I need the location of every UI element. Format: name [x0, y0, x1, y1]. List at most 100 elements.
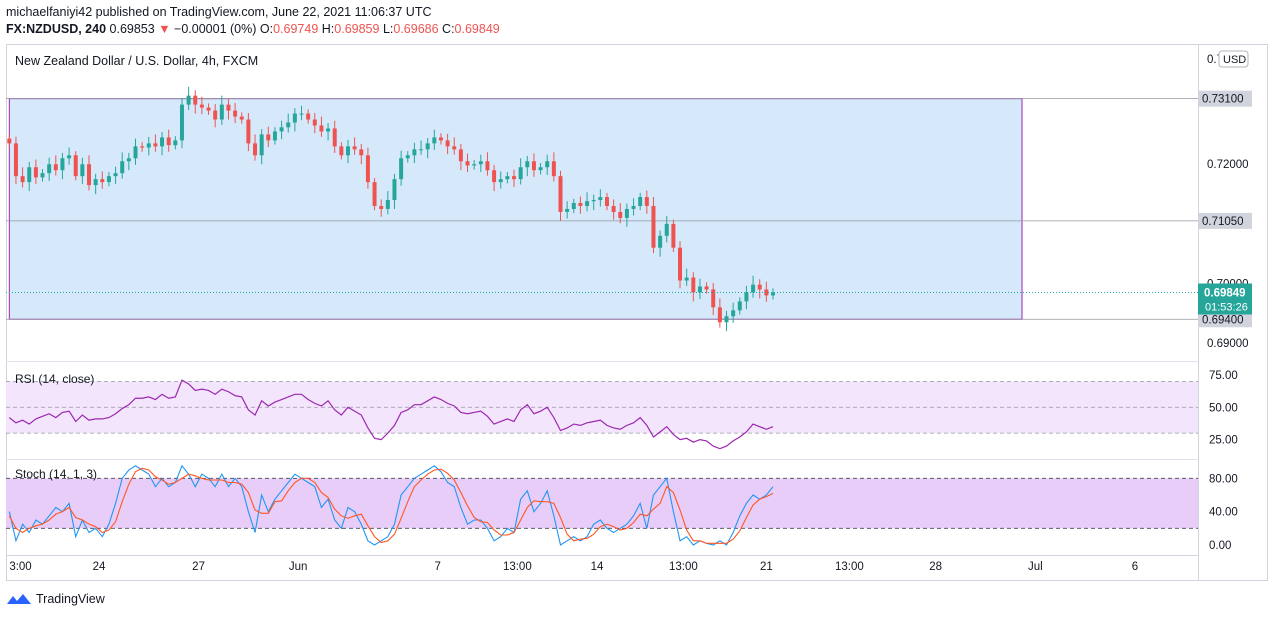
candle-body — [120, 161, 125, 174]
candle-body — [87, 164, 92, 186]
rsi-title: RSI (14, close) — [15, 372, 94, 386]
candle-body — [385, 200, 390, 209]
time-tick-label: 13:00 — [835, 561, 864, 573]
candle-body — [445, 140, 450, 147]
candle-body — [279, 127, 284, 132]
candle-body — [179, 104, 184, 141]
candle-body — [631, 205, 636, 209]
candle-body — [219, 104, 224, 120]
time-tick-label: Jul — [1028, 561, 1043, 573]
candle-body — [153, 143, 158, 147]
time-tick-label: 6 — [1132, 561, 1138, 573]
candle-body — [332, 128, 337, 147]
candle-body — [213, 110, 218, 120]
candle-body — [744, 292, 749, 302]
tradingview-brand[interactable]: TradingView — [6, 591, 105, 607]
candle-body — [246, 119, 251, 144]
candle-body — [272, 131, 277, 141]
time-axis[interactable]: 3:00 24 27 Jun 7 13:00 14 13:00 21 13:00 28 Jul 6 — [9, 561, 1138, 573]
candle-body — [113, 173, 118, 177]
candle-body — [73, 155, 78, 177]
candle-body — [146, 143, 151, 148]
candle-body — [711, 289, 716, 308]
candle-body — [326, 128, 331, 132]
currency-badge-bg — [1218, 50, 1249, 68]
candle-body — [53, 164, 58, 171]
candle-body — [40, 173, 45, 178]
stoch-band — [6, 478, 1198, 529]
stoch-d-line — [8, 467, 774, 544]
candle-body — [312, 119, 317, 126]
candle-body — [498, 179, 503, 183]
candle-body — [591, 200, 596, 202]
candle-body — [133, 146, 138, 159]
candle-body — [764, 289, 769, 296]
symbol[interactable]: FX:NZDUSD, 240 — [6, 22, 107, 36]
candle-body — [731, 310, 736, 317]
symbol-quote-line: FX:NZDUSD, 240 0.69853 ▼ −0.00001 (0%) O… — [6, 22, 500, 36]
candle-body — [485, 161, 490, 171]
candle-body — [292, 113, 297, 123]
currency-badge: USD — [1223, 54, 1246, 66]
candle-body — [432, 137, 437, 144]
stoch-k-line — [8, 464, 774, 546]
candle-body — [478, 161, 483, 165]
candle-body — [319, 125, 324, 132]
last-price-badge — [1198, 283, 1252, 315]
candle-body — [266, 134, 271, 141]
publisher-line: michaelfaniyi42 published on TradingView… — [6, 5, 432, 19]
candles — [7, 86, 775, 332]
rsi-tick-label: 25.00 — [1209, 435, 1238, 447]
level-label-bg — [1198, 90, 1252, 107]
stoch-tick-label: 80.00 — [1209, 473, 1238, 485]
low-label: L: — [382, 22, 394, 36]
candle-body — [60, 158, 65, 171]
candle-body — [193, 95, 198, 105]
brand-label: TradingView — [36, 592, 105, 606]
time-tick-label: 13:00 — [503, 561, 532, 573]
time-tick-label: Jun — [289, 561, 308, 573]
candle-body — [359, 149, 364, 156]
candle-body — [226, 104, 231, 111]
candle-body — [651, 205, 656, 248]
tradingview-logo-icon — [7, 594, 31, 604]
candle-body — [664, 223, 669, 236]
candle-body — [578, 203, 583, 206]
candle-body — [365, 155, 370, 183]
candle-body — [757, 284, 762, 290]
candle-body — [518, 167, 523, 180]
candle-body — [259, 134, 264, 156]
down-arrow-icon: ▼ — [158, 22, 171, 36]
candle-body — [419, 149, 424, 151]
candle-body — [20, 176, 25, 183]
candle-body — [199, 104, 204, 108]
level-label-bg — [1198, 212, 1252, 229]
candle-body — [492, 170, 497, 183]
candle-body — [233, 110, 238, 117]
time-tick-label: 3:00 — [9, 561, 31, 573]
candle-body — [704, 286, 709, 290]
candle-body — [565, 208, 570, 212]
stoch-tick-label: 40.00 — [1209, 507, 1238, 519]
candle-body — [737, 301, 742, 311]
stoch-tick-label: 0.00 — [1209, 540, 1231, 552]
candle-body — [67, 155, 72, 159]
price-change: −0.00001 (0%) — [174, 22, 257, 36]
level-label: 0.73100 — [1202, 94, 1244, 106]
countdown-label: 01:53:26 — [1205, 301, 1248, 313]
candle-body — [717, 307, 722, 323]
candle-body — [472, 164, 477, 166]
candle-body — [352, 146, 357, 150]
high-value: 0.69859 — [334, 22, 380, 36]
time-tick-label: 27 — [192, 561, 205, 573]
candle-body — [438, 137, 443, 141]
candle-body — [611, 205, 616, 212]
low-value: 0.69686 — [393, 22, 439, 36]
close-value: 0.69849 — [454, 22, 500, 36]
candle-body — [126, 158, 131, 162]
level-label: 0.69400 — [1202, 314, 1244, 326]
candle-body — [140, 146, 145, 148]
level-label-bg — [1198, 311, 1252, 328]
candle-body — [458, 149, 463, 162]
